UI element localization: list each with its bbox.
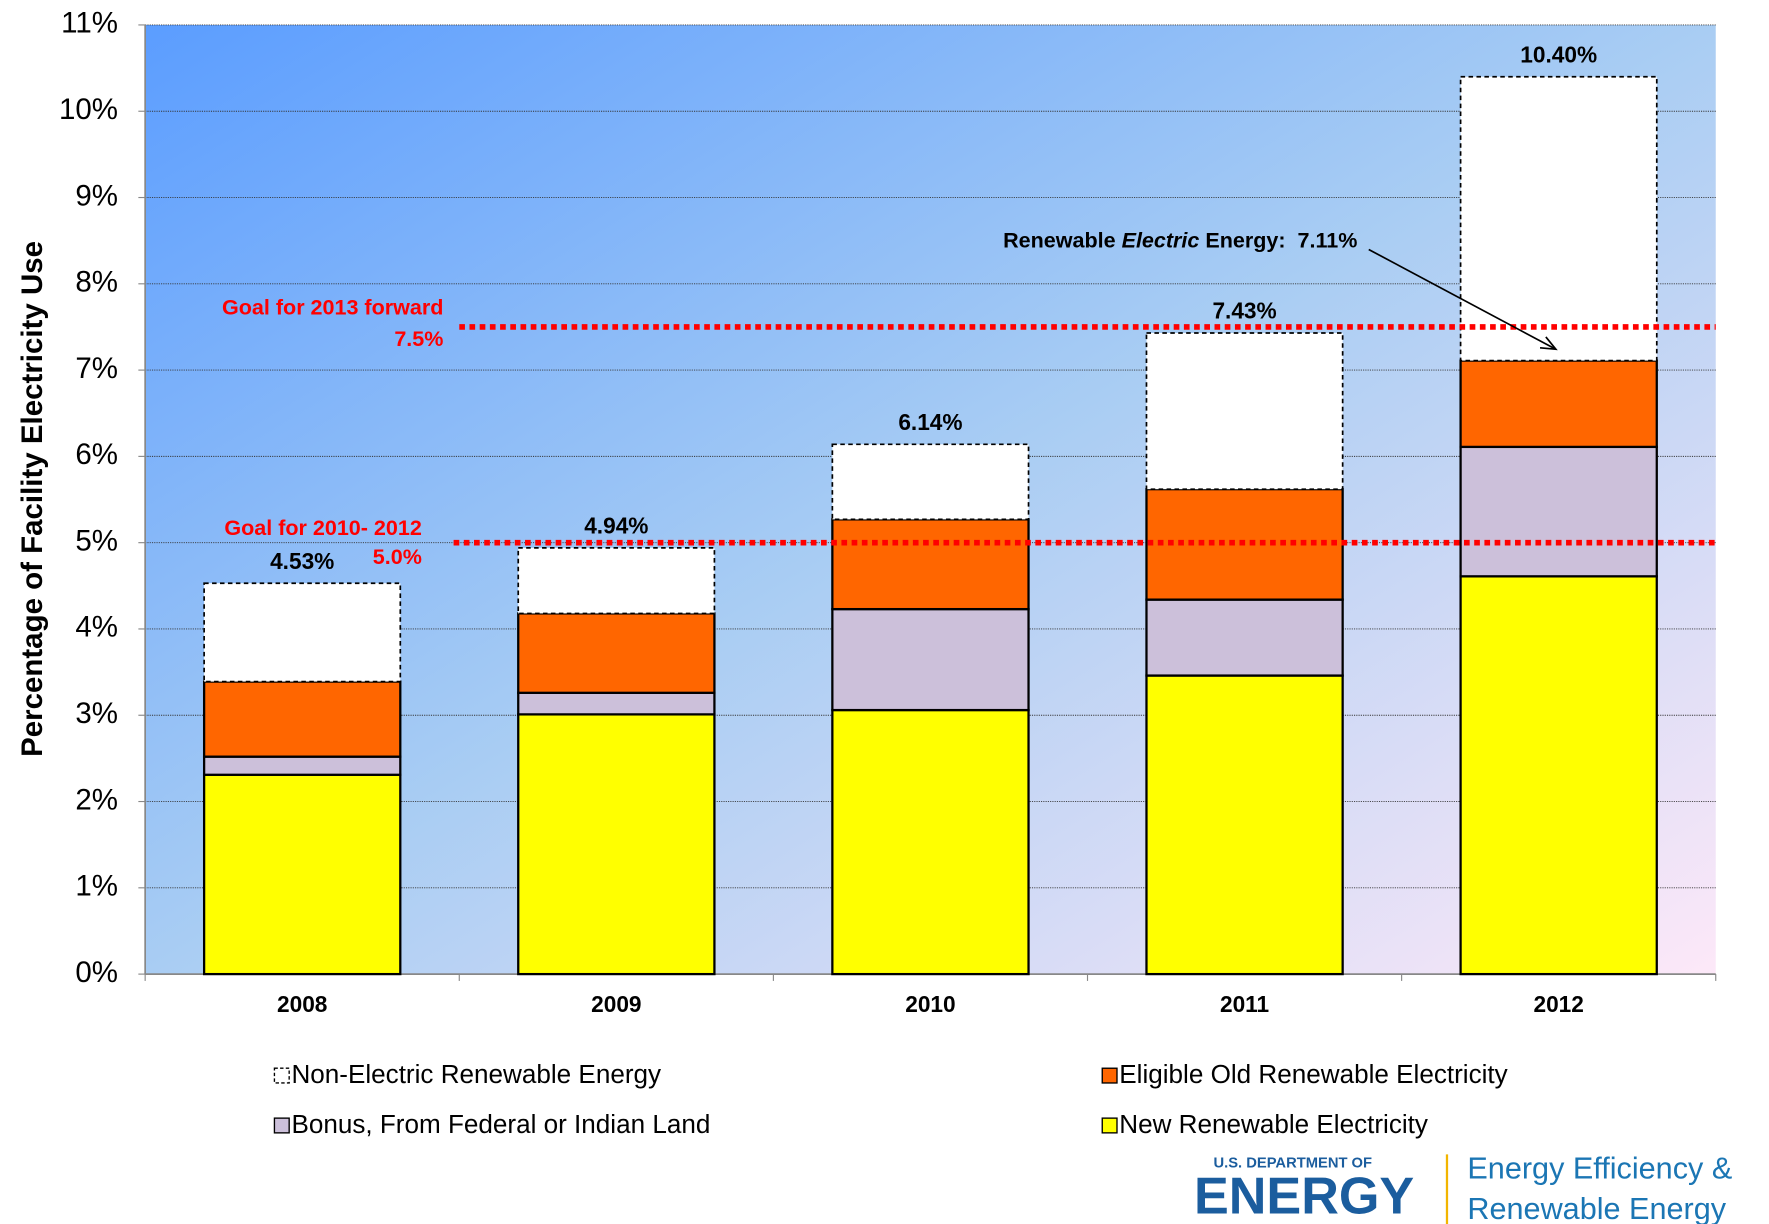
- bar-segment: [203, 582, 402, 683]
- bar-segment: [202, 773, 402, 976]
- y-axis-title: Percentage of Facility Electricity Use: [16, 241, 49, 757]
- bar-segment: [517, 691, 716, 716]
- bar-segment: [517, 713, 716, 976]
- bar-segment: [831, 607, 1030, 712]
- legend-swatch: [1101, 1117, 1118, 1134]
- y-tick-label: 11%: [61, 7, 118, 40]
- logo-main: ENERGY: [1194, 1168, 1414, 1224]
- x-tick-label: 2011: [1220, 991, 1269, 1017]
- total-label: 10.40%: [1520, 41, 1597, 67]
- bar-segment: [831, 518, 1030, 611]
- y-tick-label: 2%: [75, 783, 118, 816]
- y-tick-label: 8%: [75, 266, 118, 299]
- bar-segment: [517, 612, 716, 694]
- logo: U.S. DEPARTMENT OF ENERGY Energy Efficie…: [1194, 1151, 1732, 1224]
- logo-top: U.S. DEPARTMENT OF: [1213, 1155, 1372, 1171]
- y-tick-label: 10%: [59, 93, 118, 126]
- y-tick-label: 4%: [75, 611, 118, 644]
- goal-label: Goal for 2013 forward: [222, 295, 443, 319]
- bar-segment: [1145, 674, 1344, 976]
- legend-label: Non-Electric Renewable Energy: [291, 1059, 661, 1089]
- legend-swatch: [273, 1067, 290, 1084]
- bar-segment: [202, 680, 402, 758]
- bar-segment: [831, 708, 1030, 976]
- total-label: 4.94%: [584, 512, 648, 538]
- annotation: Renewable Electric Energy: 7.11%: [1003, 228, 1357, 252]
- bar-segment: [1459, 75, 1658, 362]
- x-tick-label: 2009: [591, 991, 641, 1017]
- annotation-arrowhead: [1539, 336, 1558, 351]
- legend-swatch: [273, 1117, 290, 1134]
- total-label: 6.14%: [898, 409, 962, 435]
- y-tick-label: 7%: [75, 352, 118, 385]
- annotation-part: Energy: 7.11%: [1199, 228, 1357, 252]
- y-tick-label: 9%: [75, 179, 118, 212]
- bar-segment: [1145, 598, 1344, 677]
- annotation-part: Renewable: [1003, 228, 1121, 252]
- y-tick-label: 5%: [75, 524, 118, 557]
- x-tick-label: 2008: [277, 991, 327, 1017]
- legend-label: Eligible Old Renewable Electricity: [1119, 1059, 1507, 1089]
- bar-segment: [202, 755, 402, 776]
- goal-value: 5.0%: [373, 545, 422, 569]
- legend-label: Bonus, From Federal or Indian Land: [291, 1109, 710, 1139]
- y-tick-label: 6%: [75, 438, 118, 471]
- bar-segment: [1459, 359, 1658, 449]
- y-tick-label: 1%: [75, 870, 118, 903]
- bar-segment: [517, 546, 716, 615]
- x-tick-label: 2012: [1533, 991, 1583, 1017]
- logo-line1: Energy Efficiency &: [1467, 1151, 1732, 1185]
- annotation-arrow: [1368, 248, 1557, 351]
- annotation-part: Electric: [1122, 228, 1200, 252]
- bar-segment: [831, 443, 1030, 521]
- total-label: 7.43%: [1212, 298, 1276, 324]
- bar-segment: [1145, 332, 1344, 491]
- x-tick-label: 2010: [905, 991, 955, 1017]
- goal-label: Goal for 2010- 2012: [224, 516, 421, 540]
- logo-line2: Renewable Energy: [1467, 1192, 1726, 1224]
- y-tick-label: 0%: [75, 956, 118, 989]
- y-tick-label: 3%: [75, 697, 118, 730]
- bar-segment: [1459, 445, 1658, 578]
- total-label: 4.53%: [270, 548, 334, 574]
- goal-value: 7.5%: [394, 327, 443, 351]
- legend-swatch: [1101, 1067, 1118, 1084]
- bar-segment: [1459, 575, 1658, 976]
- legend-label: New Renewable Electricity: [1119, 1109, 1428, 1139]
